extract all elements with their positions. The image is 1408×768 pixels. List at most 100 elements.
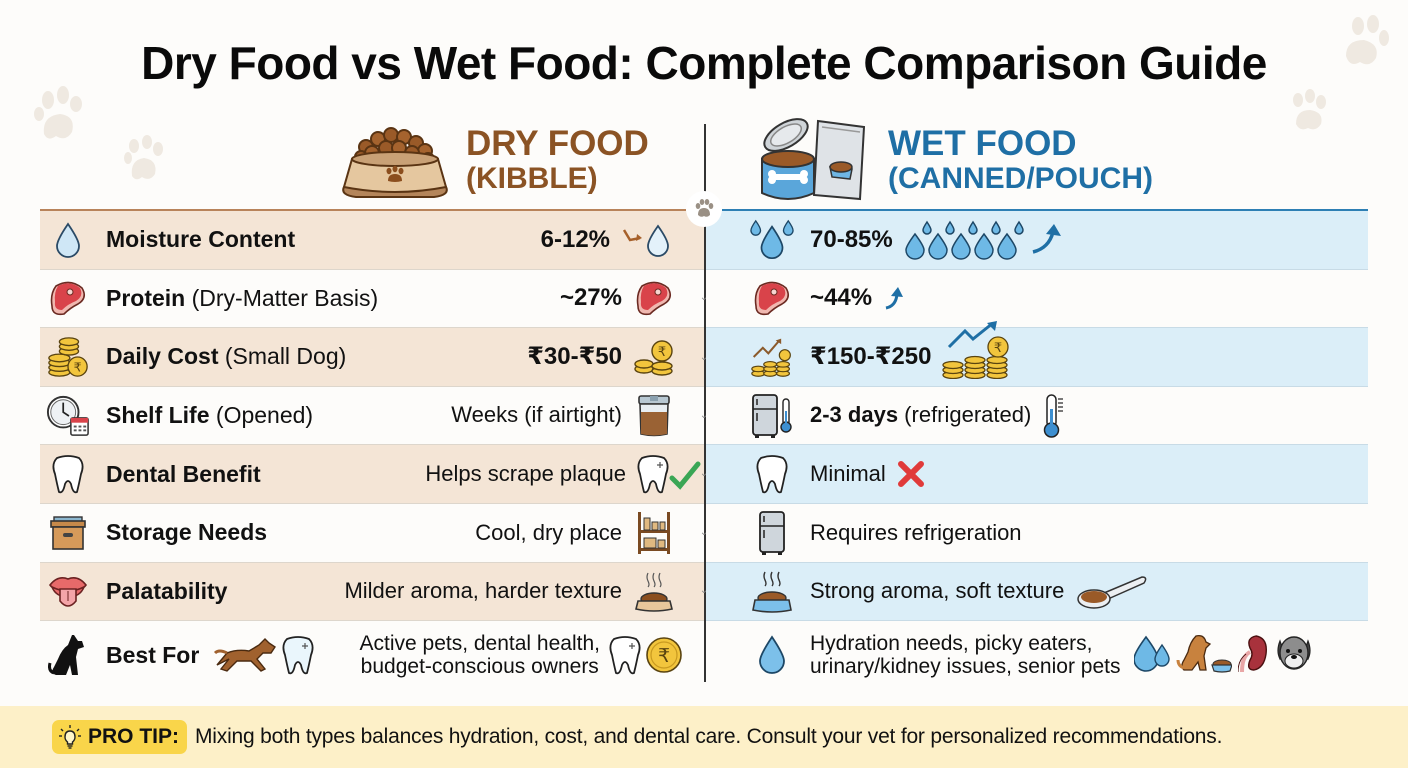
tooth-icon [750,452,794,496]
dry-value: Cool, dry place [475,519,622,545]
dry-value: Active pets, dental health, budget-consc… [359,632,601,679]
lightbulb-icon [58,724,82,750]
divider-tick: ⌄ [699,352,709,363]
thermometer-icon [1041,393,1065,439]
kibble-bowl-icon [336,115,454,206]
table-row-palatability: Palatability Milder aroma, harder textur… [0,562,1408,622]
dry-value: ₹30-₹50 [527,342,622,370]
svg-text:₹: ₹ [658,345,666,360]
steak-icon [46,276,90,320]
comparison-table: Moisture Content 6-12% 70-85% [0,211,1408,689]
airtight-container-icon [632,394,676,438]
fridge-thermometer-icon [750,393,794,438]
table-row-storage-needs: Storage Needs Cool, dry place Requires r… [0,504,1408,563]
table-row-daily-cost: ₹ Daily Cost (Small Dog) ₹30-₹50 ₹ ₹150-… [0,320,1408,387]
spoon-icon [1074,571,1148,611]
table-row-best-for: Best For Active pets, dental health, bud… [0,621,1408,689]
paw-print-icon [686,191,722,227]
dry-food-header: DRY FOOD (KIBBLE) [336,112,649,208]
dog-silhouette-icon [46,633,90,677]
rupee-coin-icon: ₹ [644,633,684,677]
divider-tick: ⌄ [699,468,709,479]
rupee-coins-icon: ₹ [46,335,90,379]
paw-print-icon [30,86,92,144]
wet-food-header: WET FOOD (CANNED/POUCH) [756,112,1153,208]
steaming-wet-bowl-icon [750,569,794,614]
dry-value: ~27% [559,284,622,312]
tooth-check-icon [636,452,702,496]
wet-header-rule [722,209,1368,211]
row-label: Daily Cost (Small Dog) [106,343,347,370]
table-row-protein: Protein (Dry-Matter Basis) ~27% ~44% [0,270,1408,329]
page-title: Dry Food vs Wet Food: Complete Compariso… [141,37,1267,89]
row-label: Storage Needs [106,519,268,546]
dry-value: 6-12% [540,225,610,253]
wet-value: ~44% [810,284,873,312]
clock-calendar-icon [46,394,90,438]
paw-print-icon [120,134,170,184]
wet-value: Strong aroma, soft texture [810,578,1065,604]
coin-stack-icon: ₹ [632,335,676,379]
fridge-icon [750,510,794,555]
dry-value: Weeks (if airtight) [451,402,622,428]
tooth-icon [608,633,642,677]
wet-value: 70-85% [810,225,893,253]
sitting-dog-bowl-icon [1176,632,1234,679]
svg-text:₹: ₹ [658,645,670,667]
rising-coins-icon [750,335,794,379]
pro-tip-label: PRO TIP: [88,725,180,748]
wet-value: 2-3 days (refrigerated) [810,402,1032,428]
divider-tick: ⌄ [699,527,709,538]
storage-box-icon [46,511,90,555]
row-label: Dental Benefit [106,460,261,487]
arrow-down-drop-icon [620,218,676,262]
row-label: Best For [106,641,200,668]
dry-value: Helps scrape plaque [425,461,626,487]
pro-tip-badge: PRO TIP: [52,720,188,754]
row-label: Palatability [106,577,228,604]
running-dog-icon [213,633,277,677]
many-water-drops-icon [903,218,1073,262]
kidney-icon [1237,632,1268,679]
wet-food-title: WET FOOD [888,123,1077,163]
table-row-shelf-life: Shelf Life (Opened) Weeks (if airtight) … [0,387,1408,446]
divider-tick: ⌄ [699,292,709,303]
table-row-dental-benefit: Dental Benefit Helps scrape plaque Minim… [0,445,1408,504]
divider-tick: ⌄ [699,585,709,596]
best-for-wet-icons [1133,632,1314,679]
water-drops-icon [1133,633,1171,678]
can-and-pouch-icon [756,113,876,208]
paw-print-icon [1338,14,1392,70]
wet-value: Minimal [810,461,886,487]
center-divider [704,124,706,682]
row-label: Protein (Dry-Matter Basis) [106,284,379,311]
steaming-bowl-icon [632,569,676,613]
wet-food-subtitle: (CANNED/POUCH) [888,161,1153,195]
steak-icon [750,276,794,320]
arrow-up-icon [882,284,906,312]
pro-tip-banner: PRO TIP: Mixing both types balances hydr… [0,706,1408,768]
wet-value: Requires refrigeration [810,519,1022,545]
water-drop-icon [46,218,90,262]
tooth-icon [46,452,90,496]
x-icon [896,459,926,489]
steak-icon [632,276,676,320]
dry-header-rule [40,209,686,211]
pro-tip-text: Mixing both types balances hydration, co… [195,725,1223,748]
svg-text:₹: ₹ [994,341,1002,356]
dry-value: Milder aroma, harder texture [344,578,622,604]
wet-value: ₹150-₹250 [810,342,932,370]
senior-dog-icon [1274,633,1314,678]
row-label: Shelf Life (Opened) [106,402,314,429]
water-drop-icon [750,633,794,677]
water-drops-icon [750,218,794,262]
pantry-shelf-icon [632,511,676,555]
tooth-icon [281,633,315,677]
table-row-moisture: Moisture Content 6-12% 70-85% [0,211,1408,270]
rising-coin-stacks-icon: ₹ [941,320,1017,379]
row-label: Moisture Content [106,226,296,253]
dry-food-subtitle: (KIBBLE) [466,161,598,195]
paw-print-icon [1290,88,1334,134]
wet-value: Hydration needs, picky eaters, urinary/k… [810,632,1121,679]
svg-text:₹: ₹ [74,359,82,374]
